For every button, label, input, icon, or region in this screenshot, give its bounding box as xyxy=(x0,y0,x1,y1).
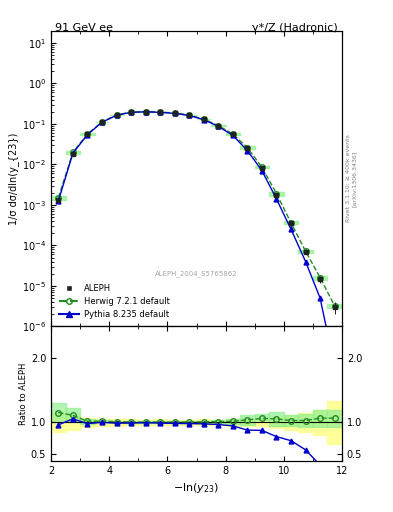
Pythia 8.235 default xyxy=(332,364,337,370)
Herwig 7.2.1 default xyxy=(129,109,134,115)
Herwig 7.2.1 default xyxy=(332,303,337,309)
Pythia 8.235 default xyxy=(71,150,75,156)
Pythia 8.235 default xyxy=(202,117,206,123)
Pythia 8.235 default xyxy=(114,112,119,118)
Herwig 7.2.1 default xyxy=(114,112,119,118)
Y-axis label: Ratio to ALEPH: Ratio to ALEPH xyxy=(19,362,28,425)
Pythia 8.235 default xyxy=(245,147,250,154)
Pythia 8.235 default xyxy=(260,167,264,174)
X-axis label: $-\ln(y_{23})$: $-\ln(y_{23})$ xyxy=(173,481,220,495)
Y-axis label: Rivet 3.1.10; ≥ 400k events
[arXiv:1306.3436]: Rivet 3.1.10; ≥ 400k events [arXiv:1306.… xyxy=(346,135,357,223)
Line: Herwig 7.2.1 default: Herwig 7.2.1 default xyxy=(55,109,338,309)
Pythia 8.235 default xyxy=(289,226,294,232)
Herwig 7.2.1 default xyxy=(231,131,235,137)
Text: ALEPH_2004_S5765862: ALEPH_2004_S5765862 xyxy=(155,270,238,276)
Herwig 7.2.1 default xyxy=(318,274,323,281)
Herwig 7.2.1 default xyxy=(143,109,148,115)
Text: 91 GeV ee: 91 GeV ee xyxy=(55,23,113,33)
Herwig 7.2.1 default xyxy=(274,190,279,197)
Herwig 7.2.1 default xyxy=(289,220,294,226)
Herwig 7.2.1 default xyxy=(202,116,206,122)
Pythia 8.235 default xyxy=(274,196,279,202)
Herwig 7.2.1 default xyxy=(56,195,61,201)
Pythia 8.235 default xyxy=(85,132,90,138)
Pythia 8.235 default xyxy=(216,123,221,130)
Pythia 8.235 default xyxy=(318,295,323,301)
Herwig 7.2.1 default xyxy=(260,164,264,170)
Pythia 8.235 default xyxy=(173,110,177,116)
Pythia 8.235 default xyxy=(187,112,192,118)
Line: Pythia 8.235 default: Pythia 8.235 default xyxy=(56,110,337,369)
Herwig 7.2.1 default xyxy=(158,109,163,115)
Herwig 7.2.1 default xyxy=(71,149,75,155)
Pythia 8.235 default xyxy=(100,119,105,125)
Y-axis label: 1/σ dσ/dln(y_{23}): 1/σ dσ/dln(y_{23}) xyxy=(8,133,19,225)
Pythia 8.235 default xyxy=(231,132,235,138)
Herwig 7.2.1 default xyxy=(100,119,105,125)
Text: γ*/Z (Hadronic): γ*/Z (Hadronic) xyxy=(252,23,338,33)
Herwig 7.2.1 default xyxy=(303,248,308,254)
Herwig 7.2.1 default xyxy=(245,144,250,151)
Pythia 8.235 default xyxy=(158,109,163,115)
Pythia 8.235 default xyxy=(303,259,308,265)
Pythia 8.235 default xyxy=(129,109,134,115)
Legend: ALEPH, Herwig 7.2.1 default, Pythia 8.235 default: ALEPH, Herwig 7.2.1 default, Pythia 8.23… xyxy=(55,280,173,322)
Herwig 7.2.1 default xyxy=(187,112,192,118)
Herwig 7.2.1 default xyxy=(173,110,177,116)
Pythia 8.235 default xyxy=(143,109,148,115)
Herwig 7.2.1 default xyxy=(216,122,221,129)
Pythia 8.235 default xyxy=(56,198,61,204)
Herwig 7.2.1 default xyxy=(85,131,90,137)
